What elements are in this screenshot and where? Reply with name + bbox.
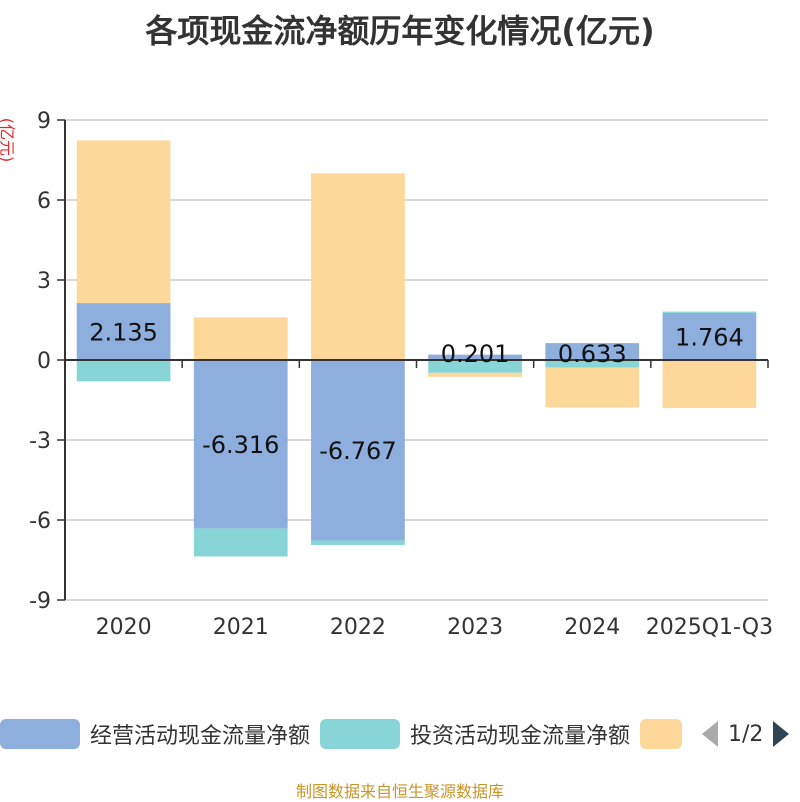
bar-segment-series-0: [545, 343, 640, 360]
x-tick-label: 2021: [213, 615, 269, 640]
bar-segment-series-2: [545, 367, 640, 408]
y-tick-label: -6: [29, 509, 51, 534]
data-label: -6.316: [202, 431, 279, 459]
y-tick-label: 9: [37, 109, 51, 134]
legend-swatch-operating: [0, 719, 80, 749]
bar-segment-series-0: [311, 360, 405, 541]
bar-segment-series-1: [76, 360, 171, 382]
bar-segment-series-2: [76, 140, 171, 304]
data-label: 0.201: [441, 340, 510, 368]
bar-segment-series-0: [193, 360, 288, 529]
bar-segment-series-1: [428, 360, 522, 373]
y-tick-label: -9: [29, 589, 51, 614]
bar-segment-series-1: [193, 528, 288, 557]
legend-label-operating: 经营活动现金流量净额: [90, 724, 311, 749]
legend-item-operating[interactable]: 经营活动现金流量净额: [0, 714, 310, 754]
x-tick-label: 2020: [96, 615, 152, 640]
legend-label-investing: 投资活动现金流量净额: [410, 724, 631, 749]
legend-pager: 1/2: [702, 714, 790, 754]
legend-swatch-third: [640, 719, 682, 749]
data-label: 2.135: [89, 319, 158, 347]
bar-segment-series-2: [428, 372, 522, 377]
bar-segment-series-2: [662, 360, 757, 408]
stacked-bar-chart: 9 6 3 0 -3 -6 -9 2020 2021 2022 2023 2024 2025Q1-Q3 2…: [29, 109, 773, 640]
data-label: 0.633: [558, 340, 627, 368]
x-tick-label: 2024: [564, 615, 620, 640]
chart-title: 各项现金流净额历年变化情况(亿元): [145, 12, 655, 50]
legend-item-third[interactable]: [640, 714, 682, 754]
x-tick-label: 2025Q1-Q3: [646, 615, 773, 640]
x-tick-label: 2023: [447, 615, 503, 640]
data-label: -6.767: [319, 437, 396, 465]
legend: 经营活动现金流量净额 投资活动现金流量净额 1/2: [0, 714, 800, 754]
legend-next-icon[interactable]: [773, 721, 790, 747]
bar-segment-series-1: [545, 360, 640, 368]
y-tick-label: 0: [37, 349, 51, 374]
bar-segment-series-0: [428, 354, 522, 360]
source-footer: 制图数据来自恒生聚源数据库: [295, 782, 504, 801]
legend-swatch-investing: [320, 719, 400, 749]
y-tick-label: -3: [29, 429, 51, 454]
legend-prev-icon[interactable]: [702, 721, 718, 747]
legend-item-investing[interactable]: 投资活动现金流量净额: [320, 714, 630, 754]
y-tick-label: 6: [37, 189, 51, 214]
bar-segment-series-1: [311, 540, 405, 545]
bar-segment-series-2: [311, 173, 405, 360]
legend-page-indicator: 1/2: [728, 721, 764, 747]
data-label: 1.764: [675, 323, 744, 351]
bar-segment-series-2: [193, 317, 288, 360]
bar-segment-series-1: [662, 311, 757, 313]
y-tick-label: 3: [37, 269, 51, 294]
bar-segment-series-0: [76, 303, 171, 360]
bar-segment-series-0: [662, 312, 757, 360]
x-tick-label: 2022: [330, 615, 386, 640]
